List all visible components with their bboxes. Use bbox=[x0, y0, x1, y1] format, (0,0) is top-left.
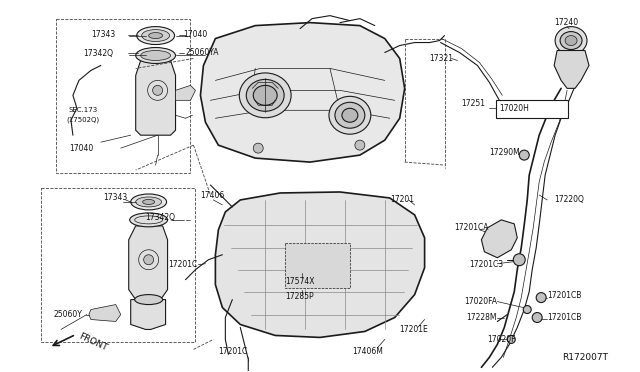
Polygon shape bbox=[136, 61, 175, 135]
Ellipse shape bbox=[137, 26, 175, 45]
Ellipse shape bbox=[335, 102, 365, 128]
Text: 17201C3: 17201C3 bbox=[469, 260, 504, 269]
Circle shape bbox=[253, 143, 263, 153]
Text: 17342Q: 17342Q bbox=[146, 214, 175, 222]
Polygon shape bbox=[554, 51, 589, 89]
Text: (17502Q): (17502Q) bbox=[66, 117, 99, 124]
Ellipse shape bbox=[148, 33, 163, 39]
Ellipse shape bbox=[239, 73, 291, 118]
Text: 17020H: 17020H bbox=[499, 104, 529, 113]
Bar bbox=[56, 19, 191, 173]
Bar bbox=[497, 100, 568, 118]
Text: 17201E: 17201E bbox=[400, 325, 428, 334]
Polygon shape bbox=[89, 305, 121, 321]
Text: 17343: 17343 bbox=[91, 30, 115, 39]
Text: 17321: 17321 bbox=[429, 54, 454, 63]
Circle shape bbox=[519, 150, 529, 160]
Ellipse shape bbox=[143, 199, 155, 205]
Text: R172007T: R172007T bbox=[562, 353, 608, 362]
Text: 17285P: 17285P bbox=[285, 292, 314, 301]
Ellipse shape bbox=[246, 79, 284, 111]
Text: 17020FA: 17020FA bbox=[465, 297, 497, 306]
Bar bbox=[285, 243, 350, 288]
Text: 17020F: 17020F bbox=[488, 335, 516, 344]
Ellipse shape bbox=[143, 255, 154, 265]
Ellipse shape bbox=[136, 197, 161, 207]
Ellipse shape bbox=[253, 86, 277, 105]
Bar bbox=[41, 188, 195, 342]
Text: 17228M: 17228M bbox=[467, 313, 497, 322]
Ellipse shape bbox=[342, 108, 358, 122]
Polygon shape bbox=[129, 226, 168, 299]
Ellipse shape bbox=[130, 213, 168, 227]
Polygon shape bbox=[175, 86, 195, 100]
Ellipse shape bbox=[141, 30, 170, 42]
Text: 17240: 17240 bbox=[554, 18, 579, 27]
Circle shape bbox=[524, 305, 531, 314]
Polygon shape bbox=[216, 192, 424, 337]
Polygon shape bbox=[481, 220, 517, 258]
Text: 17251: 17251 bbox=[461, 99, 486, 108]
Text: 25060YA: 25060YA bbox=[186, 48, 219, 57]
Ellipse shape bbox=[152, 86, 163, 95]
Text: 25060Y: 25060Y bbox=[53, 310, 82, 319]
Text: 17201CB: 17201CB bbox=[547, 291, 582, 300]
Ellipse shape bbox=[136, 48, 175, 64]
Text: 17201C: 17201C bbox=[218, 347, 248, 356]
Text: 17343: 17343 bbox=[103, 193, 127, 202]
Text: 17201CB: 17201CB bbox=[547, 313, 582, 322]
Ellipse shape bbox=[560, 32, 582, 49]
Text: 17406: 17406 bbox=[200, 192, 225, 201]
Circle shape bbox=[355, 140, 365, 150]
Text: SEC.173: SEC.173 bbox=[69, 107, 98, 113]
Text: 17201CA: 17201CA bbox=[454, 223, 489, 232]
Text: FRONT: FRONT bbox=[77, 331, 108, 352]
Ellipse shape bbox=[565, 36, 577, 45]
Ellipse shape bbox=[329, 96, 371, 134]
Text: 17220Q: 17220Q bbox=[554, 195, 584, 205]
Circle shape bbox=[513, 254, 525, 266]
Text: 17201C: 17201C bbox=[168, 260, 198, 269]
Polygon shape bbox=[200, 23, 404, 162]
Text: 17574X: 17574X bbox=[285, 277, 315, 286]
Polygon shape bbox=[131, 299, 166, 330]
Ellipse shape bbox=[131, 194, 166, 210]
Circle shape bbox=[536, 293, 546, 302]
Text: 17201: 17201 bbox=[390, 195, 413, 205]
Circle shape bbox=[532, 312, 542, 323]
Circle shape bbox=[508, 336, 515, 343]
Ellipse shape bbox=[555, 26, 587, 54]
Text: 17040: 17040 bbox=[69, 144, 93, 153]
Text: 17406M: 17406M bbox=[352, 347, 383, 356]
Ellipse shape bbox=[134, 295, 163, 305]
Text: 17040: 17040 bbox=[184, 30, 208, 39]
Text: 17342Q: 17342Q bbox=[83, 49, 113, 58]
Ellipse shape bbox=[141, 51, 171, 61]
Text: 17290M: 17290M bbox=[490, 148, 520, 157]
